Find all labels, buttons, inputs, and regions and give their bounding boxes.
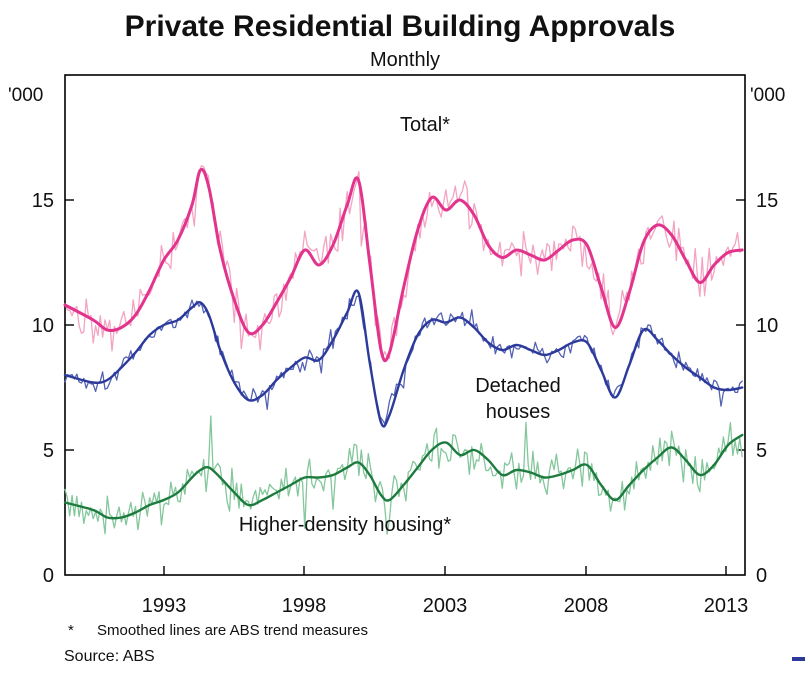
x-tick-2008: 2008 (564, 595, 609, 617)
y-tick-left-10: 10 (32, 315, 54, 337)
plot-border (64, 74, 746, 576)
series-monthly-0 (64, 165, 743, 360)
series-label-detached-line2: houses (486, 401, 551, 423)
x-tick-1993: 1993 (142, 595, 187, 617)
footnote-text: Smoothed lines are ABS trend measures (97, 622, 368, 639)
series-monthly-1 (64, 295, 743, 425)
series-trend-1 (63, 289, 744, 428)
series-trend-2 (63, 433, 744, 520)
footnote-asterisk: * (68, 622, 74, 639)
series-label-total: Total* (400, 114, 450, 136)
series-monthly-2 (64, 415, 743, 535)
x-tick-marks (163, 566, 727, 575)
y-axis-unit-left: '000 (8, 85, 43, 106)
series-label-higher-density: Higher-density housing* (239, 514, 452, 536)
x-tick-2003: 2003 (423, 595, 468, 617)
series-layer (63, 165, 744, 535)
series-trend-0 (63, 167, 744, 363)
y-tick-right-15: 15 (756, 190, 778, 212)
y-tick-left-5: 5 (43, 440, 54, 462)
screenshot-artifact-mark (792, 657, 805, 661)
x-tick-1998: 1998 (282, 595, 327, 617)
y-tick-right-10: 10 (756, 315, 778, 337)
series-label-detached-line1: Detached (475, 375, 561, 397)
y-tick-left-0: 0 (43, 565, 54, 587)
x-tick-2013: 2013 (704, 595, 749, 617)
y-tick-left-15: 15 (32, 190, 54, 212)
y-tick-right-0: 0 (756, 565, 767, 587)
source-text: Source: ABS (64, 648, 155, 665)
y-tick-right-5: 5 (756, 440, 767, 462)
y-axis-unit-right: '000 (750, 85, 785, 106)
chart-subtitle: Monthly (370, 49, 440, 71)
y-tick-marks (65, 199, 745, 451)
chart-title: Private Residential Building Approvals (125, 10, 676, 43)
